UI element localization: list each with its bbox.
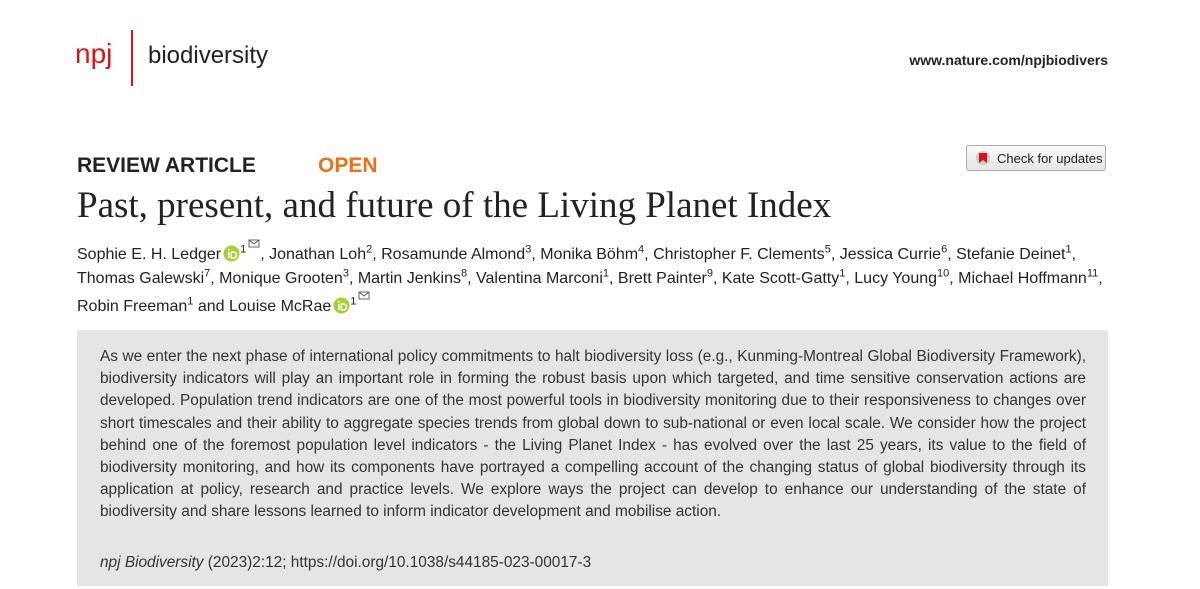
author-name: Christopher F. Clements — [653, 246, 825, 263]
author-name: Stefanie Deinet — [956, 246, 1066, 263]
journal-abbr: npj — [75, 38, 113, 69]
author-name: Robin Freeman — [77, 298, 188, 315]
affiliation: 6 — [941, 243, 948, 256]
article-title: Past, present, and future of the Living … — [77, 185, 832, 226]
orcid-icon[interactable] — [223, 245, 240, 262]
email-icon[interactable] — [358, 290, 370, 307]
article-type: REVIEW ARTICLE — [77, 154, 256, 177]
author-name: Brett Painter — [617, 269, 707, 287]
affiliation: 4 — [638, 243, 645, 256]
author-name: Michael Hoffmann — [958, 269, 1087, 287]
citation-journal: npj Biodiversity — [100, 554, 204, 571]
affiliation: 1 — [240, 243, 247, 256]
affiliation: 11 — [1086, 267, 1099, 280]
affiliation: 9 — [706, 267, 713, 280]
separator: , — [949, 269, 959, 287]
affiliation: 7 — [204, 267, 211, 280]
separator: , — [531, 246, 541, 263]
citation-details: (2023)2:12; https://doi.org/10.1038/s441… — [203, 554, 592, 571]
separator: , — [845, 269, 855, 287]
journal-name: biodiversity — [148, 42, 269, 69]
journal-url[interactable]: www.nature.com/npjbiodivers — [909, 52, 1108, 68]
citation: npj Biodiversity (2023)2:12; https://doi… — [100, 554, 591, 572]
separator: , — [947, 246, 957, 263]
affiliation: 8 — [460, 267, 468, 280]
check-updates-label: Check for updates — [997, 150, 1103, 166]
author-name: Monika Böhm — [540, 246, 639, 263]
author-name: Jonathan Loh — [269, 246, 367, 263]
affiliation: 1 — [1065, 243, 1072, 256]
separator: , — [260, 246, 270, 263]
separator: , — [830, 246, 840, 263]
author-name: Kate Scott-Gatty — [721, 269, 840, 287]
access-label: OPEN — [318, 154, 378, 177]
email-icon[interactable] — [248, 238, 260, 255]
affiliation: 5 — [824, 243, 831, 256]
author-list: Sophie E. H. Ledger 1, Jonathan Loh2, Ros… — [77, 238, 1117, 319]
separator: , — [467, 269, 476, 287]
check-updates-button[interactable]: Check for updates — [966, 145, 1106, 171]
divider — [131, 30, 133, 86]
affiliation: 3 — [525, 243, 532, 256]
affiliation: 1 — [602, 267, 610, 280]
affiliation: 10 — [937, 267, 950, 280]
author-name: Martin Jenkins — [357, 269, 461, 287]
separator: , — [1071, 246, 1077, 263]
separator: , — [712, 269, 722, 287]
check-icon — [976, 151, 990, 165]
separator: , — [1098, 269, 1103, 287]
separator: , — [644, 246, 654, 263]
author-name: Monique Grooten — [219, 269, 343, 287]
orcid-icon[interactable] — [333, 297, 350, 314]
affiliation: 1 — [839, 267, 846, 280]
affiliation: 1 — [350, 295, 357, 308]
author-name: Louise McRae — [229, 298, 332, 315]
separator: , — [210, 269, 220, 287]
abstract-box — [77, 330, 1108, 586]
author-name: Sophie E. H. Ledger — [77, 246, 222, 263]
author-name: Jessica Currie — [839, 246, 942, 263]
author-name: Lucy Young — [854, 269, 938, 287]
author-name: Rosamunde Almond — [381, 246, 526, 263]
author-name: Valentina Marconi — [476, 269, 603, 287]
separator: , — [609, 269, 618, 287]
affiliation: 3 — [342, 267, 349, 280]
separator: , — [372, 246, 382, 263]
author-name: Thomas Galewski — [77, 269, 205, 287]
separator: and — [193, 298, 229, 315]
affiliation: 2 — [366, 243, 373, 256]
affiliation: 1 — [187, 295, 194, 308]
separator: , — [348, 269, 358, 287]
abstract: As we enter the next phase of internatio… — [100, 348, 1086, 521]
